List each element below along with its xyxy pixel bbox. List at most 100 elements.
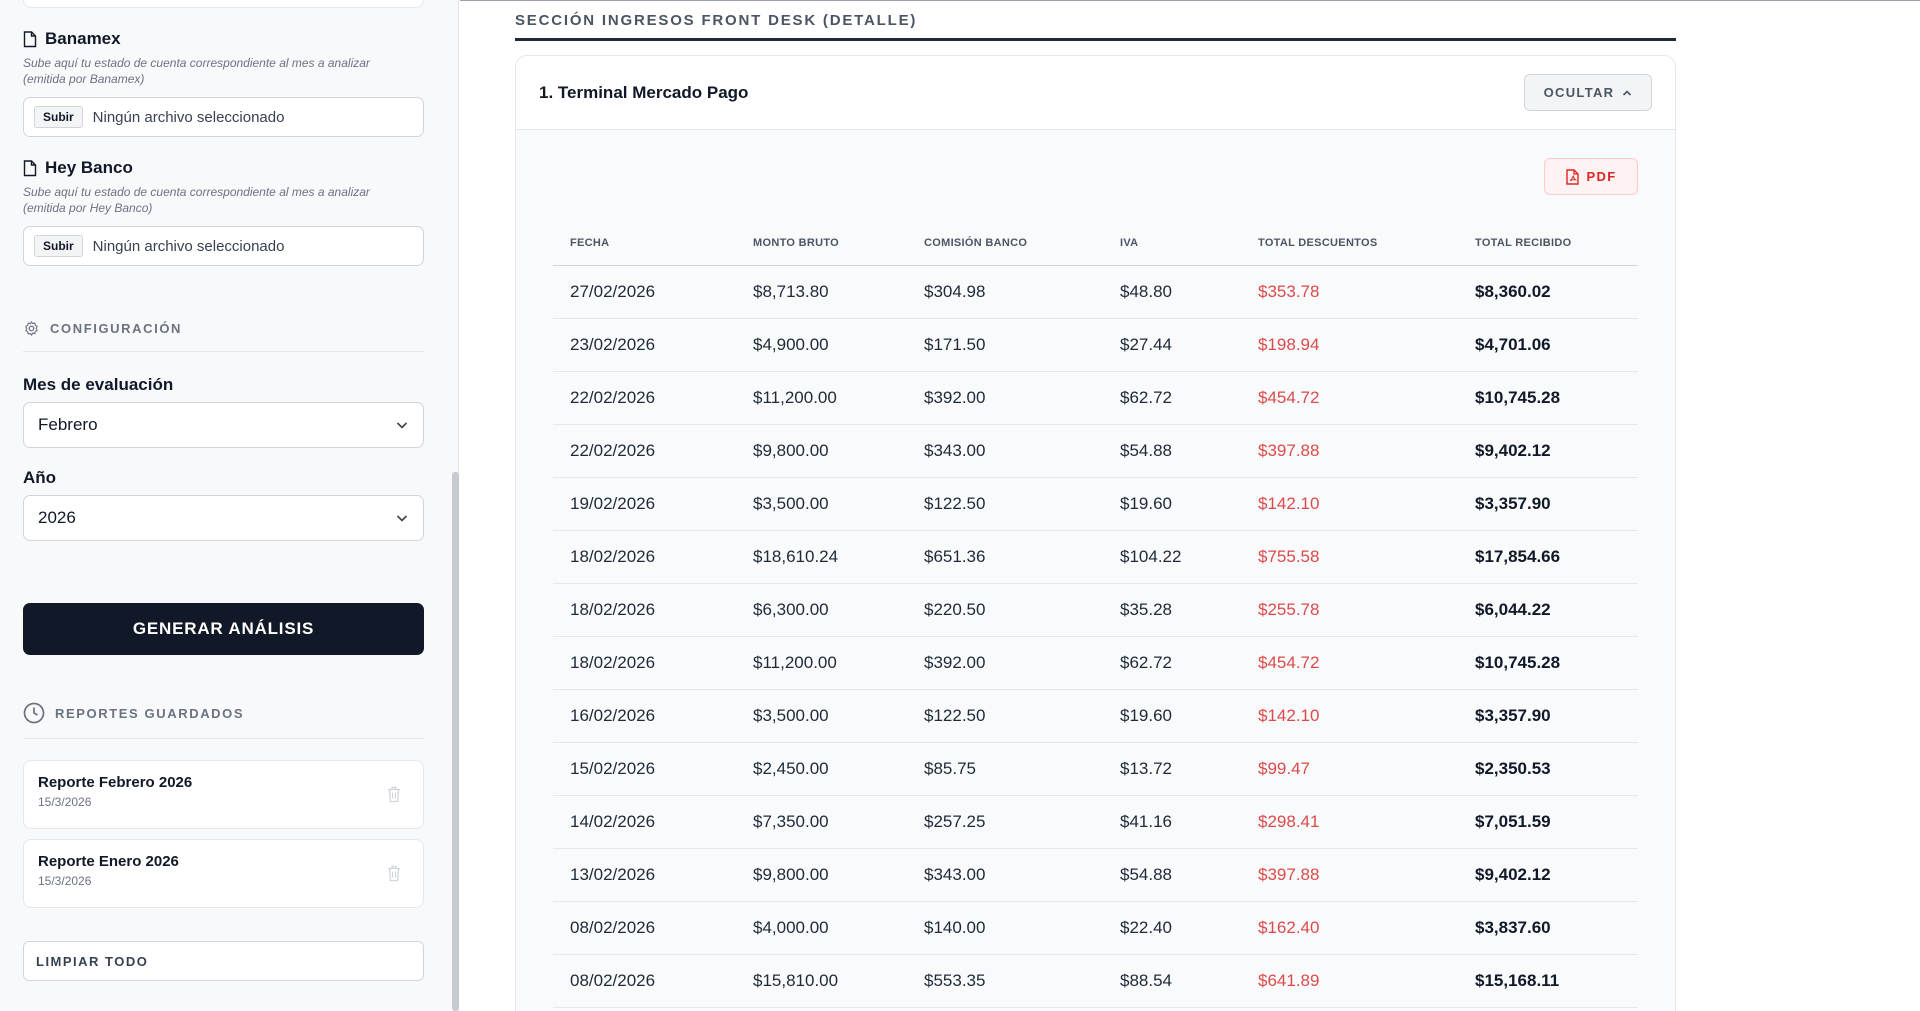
month-select-value: Febrero xyxy=(38,415,98,434)
terminal-panel: 1. Terminal Mercado Pago OCULTAR PDF FEC… xyxy=(515,55,1676,1011)
table-row: 27/02/2026 $8,713.80 $304.98 $48.80 $353.78 $… xyxy=(553,265,1638,319)
trash-icon[interactable] xyxy=(387,865,401,882)
total-discounts-cell: $755.58 xyxy=(1241,530,1458,584)
column-header[interactable]: TOTAL RECIBIDO xyxy=(1458,222,1638,266)
gross-amount-cell: $11,200.00 xyxy=(736,636,907,690)
total-received-cell: $15,168.11 xyxy=(1458,954,1638,1008)
table-row: 13/02/2026 $9,800.00 $343.00 $54.88 $397.88 $… xyxy=(553,848,1638,902)
clear-all-button[interactable]: LIMPIAR TODO xyxy=(23,941,424,981)
section-title: SECCIÓN INGRESOS FRONT DESK (DETALLE) xyxy=(515,12,918,29)
gross-amount-cell: $3,500.00 xyxy=(736,477,907,531)
bank-fee-cell: $304.98 xyxy=(907,265,1103,319)
generate-analysis-button[interactable]: GENERAR ANÁLISIS xyxy=(23,603,424,655)
clock-icon xyxy=(23,702,45,724)
column-header[interactable]: TOTAL DESCUENTOS xyxy=(1241,222,1458,266)
gross-amount-cell: $18,610.24 xyxy=(736,530,907,584)
total-discounts-cell: $397.88 xyxy=(1241,424,1458,478)
iva-cell: $19.60 xyxy=(1103,689,1241,743)
total-discounts-cell: $397.88 xyxy=(1241,848,1458,902)
total-received-cell: $2,350.53 xyxy=(1458,742,1638,796)
bank-fee-cell: $651.36 xyxy=(907,530,1103,584)
pdf-export-button[interactable]: PDF xyxy=(1544,158,1638,195)
total-received-cell: $7,051.59 xyxy=(1458,795,1638,849)
upload-hint-line: Sube aquí tu estado de cuenta correspond… xyxy=(23,185,370,199)
column-header[interactable]: COMISIÓN BANCO xyxy=(907,222,1103,266)
config-heading: CONFIGURACIÓN xyxy=(23,320,424,352)
upload-button[interactable]: Subir xyxy=(34,235,83,257)
date-cell: 27/02/2026 xyxy=(553,265,736,319)
date-cell: 18/02/2026 xyxy=(553,636,736,690)
hide-button[interactable]: OCULTAR xyxy=(1524,74,1652,111)
saved-report-item[interactable]: Reporte Enero 2026 15/3/2026 xyxy=(23,839,424,908)
iva-cell: $22.40 xyxy=(1103,901,1241,955)
sidebar-scrollbar[interactable] xyxy=(452,472,459,1011)
gross-amount-cell: $9,800.00 xyxy=(736,424,907,478)
config-heading-label: CONFIGURACIÓN xyxy=(50,321,183,336)
date-cell: 14/02/2026 xyxy=(553,795,736,849)
column-header[interactable]: FECHA xyxy=(553,222,736,266)
table-row: 18/02/2026 $11,200.00 $392.00 $62.72 $454.72… xyxy=(553,636,1638,690)
reports-heading: REPORTES GUARDADOS xyxy=(23,702,424,739)
date-cell: 15/02/2026 xyxy=(553,742,736,796)
iva-cell: $35.28 xyxy=(1103,583,1241,637)
bank-fee-cell: $392.00 xyxy=(907,371,1103,425)
upload-hint: Sube aquí tu estado de cuenta correspond… xyxy=(23,55,424,87)
date-cell: 18/02/2026 xyxy=(553,583,736,637)
gross-amount-cell: $4,000.00 xyxy=(736,901,907,955)
table-row: 18/02/2026 $18,610.24 $651.36 $104.22 $755.5… xyxy=(553,530,1638,584)
upload-hint-line: Sube aquí tu estado de cuenta correspond… xyxy=(23,56,370,70)
year-select-value: 2026 xyxy=(38,508,76,527)
total-discounts-cell: $162.40 xyxy=(1241,901,1458,955)
chevron-up-icon xyxy=(1623,89,1632,96)
file-status: Ningún archivo seleccionado xyxy=(92,108,285,126)
bank-fee-cell: $392.00 xyxy=(907,636,1103,690)
upload-hint-line: (emitida por Banamex) xyxy=(23,72,145,86)
file-input-banamex[interactable]: Subir Ningún archivo seleccionado xyxy=(23,97,424,137)
section-divider xyxy=(515,38,1676,41)
gross-amount-cell: $2,450.00 xyxy=(736,742,907,796)
report-title: Reporte Enero 2026 xyxy=(38,853,179,870)
table-row: 23/02/2026 $4,900.00 $171.50 $27.44 $198.94 $… xyxy=(553,318,1638,372)
date-cell: 19/02/2026 xyxy=(553,477,736,531)
table-row: 16/02/2026 $3,500.00 $122.50 $19.60 $142.10 $… xyxy=(553,689,1638,743)
table-row: 08/02/2026 $4,000.00 $140.00 $22.40 $162.40 $… xyxy=(553,901,1638,955)
report-date: 15/3/2026 xyxy=(38,874,92,888)
total-received-cell: $3,357.90 xyxy=(1458,477,1638,531)
bank-fee-cell: $553.35 xyxy=(907,954,1103,1008)
bank-fee-cell: $85.75 xyxy=(907,742,1103,796)
date-cell: 23/02/2026 xyxy=(553,318,736,372)
total-received-cell: $3,357.90 xyxy=(1458,689,1638,743)
bank-fee-cell: $122.50 xyxy=(907,477,1103,531)
upload-button[interactable]: Subir xyxy=(34,106,83,128)
trash-icon[interactable] xyxy=(387,786,401,803)
gross-amount-cell: $11,200.00 xyxy=(736,371,907,425)
gear-icon xyxy=(25,321,38,336)
table-row: 22/02/2026 $11,200.00 $392.00 $62.72 $454.72… xyxy=(553,371,1638,425)
total-discounts-cell: $99.47 xyxy=(1241,742,1458,796)
total-discounts-cell: $142.10 xyxy=(1241,477,1458,531)
total-received-cell: $17,854.66 xyxy=(1458,530,1638,584)
month-label: Mes de evaluación xyxy=(23,375,174,394)
year-select[interactable]: 2026 xyxy=(23,495,424,541)
document-icon xyxy=(23,30,37,47)
iva-cell: $62.72 xyxy=(1103,636,1241,690)
pdf-button-label: PDF xyxy=(1586,169,1617,184)
table-row: 19/02/2026 $3,500.00 $122.50 $19.60 $142.10 $… xyxy=(553,477,1638,531)
saved-report-item[interactable]: Reporte Febrero 2026 15/3/2026 xyxy=(23,760,424,829)
sidebar: Banamex Sube aquí tu estado de cuenta co… xyxy=(0,0,459,1011)
panel-header: 1. Terminal Mercado Pago OCULTAR xyxy=(516,56,1675,130)
iva-cell: $104.22 xyxy=(1103,530,1241,584)
column-header[interactable]: IVA xyxy=(1103,222,1241,266)
column-header[interactable]: MONTO BRUTO xyxy=(736,222,907,266)
bank-fee-cell: $220.50 xyxy=(907,583,1103,637)
file-input-hey-banco[interactable]: Subir Ningún archivo seleccionado xyxy=(23,226,424,266)
iva-cell: $19.60 xyxy=(1103,477,1241,531)
gross-amount-cell: $15,810.00 xyxy=(736,954,907,1008)
month-select[interactable]: Febrero xyxy=(23,402,424,448)
iva-cell: $62.72 xyxy=(1103,371,1241,425)
bank-fee-cell: $140.00 xyxy=(907,901,1103,955)
chevron-down-icon xyxy=(396,422,408,429)
date-cell: 13/02/2026 xyxy=(553,848,736,902)
file-status: Ningún archivo seleccionado xyxy=(92,237,285,255)
iva-cell: $27.44 xyxy=(1103,318,1241,372)
